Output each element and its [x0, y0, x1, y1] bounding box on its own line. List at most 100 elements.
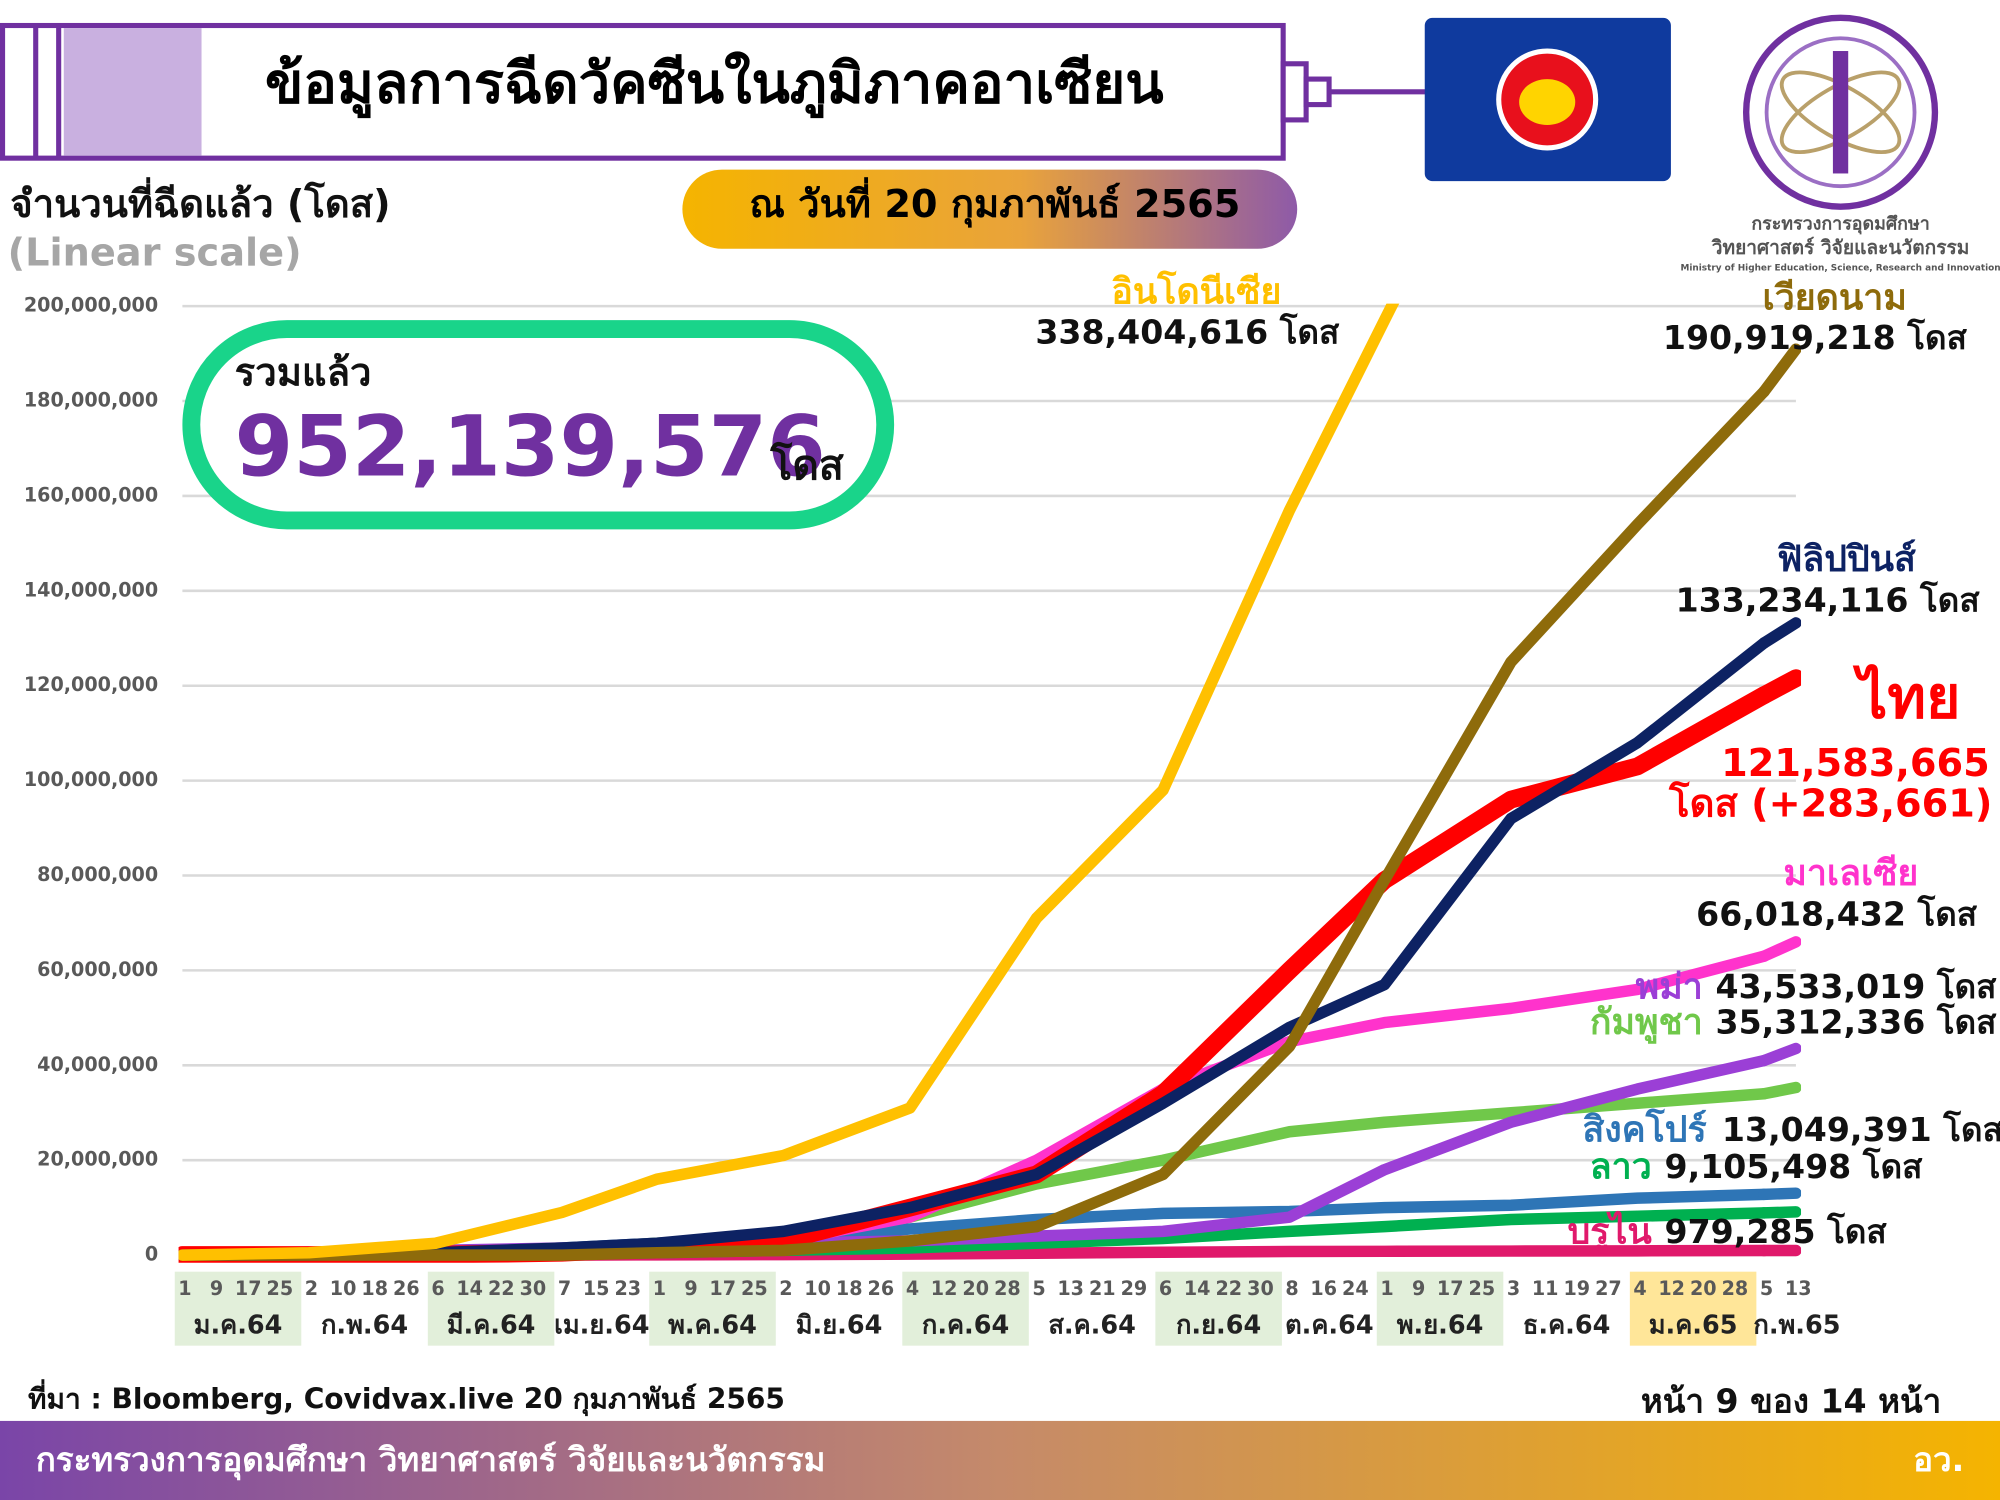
month-highlight [1629, 1271, 1757, 1346]
logo-line: กระทรวงการอุดมศึกษา [1751, 213, 1929, 234]
x-tick-label: 2 [779, 1277, 792, 1300]
x-tick-label: 10 [804, 1277, 831, 1300]
series-total: 338,404,616 โดส [1035, 313, 1340, 352]
date-pill [682, 169, 1298, 249]
x-tick-label: 20 [962, 1277, 989, 1300]
x-tick-label: 26 [393, 1277, 420, 1300]
x-tick-label: 3 [1507, 1277, 1520, 1300]
x-tick-label: 23 [614, 1277, 641, 1300]
y-tick-label: 120,000,000 [24, 673, 158, 696]
x-tick-label: 1 [653, 1277, 666, 1300]
x-tick-label: 9 [210, 1277, 223, 1300]
footer-ministry: กระทรวงการอุดมศึกษา วิทยาศาสตร์ วิจัยและ… [36, 1440, 826, 1481]
series-name: สิงคโปร์ [1583, 1107, 1707, 1150]
asean-flag [1424, 17, 1671, 182]
summary-box: รวมแล้ว 952,139,576 โดส [182, 320, 895, 530]
series-name: พม่า [1636, 967, 1703, 1008]
x-tick-label: 17 [709, 1277, 736, 1300]
x-tick-label: 24 [1342, 1277, 1369, 1300]
series-end [1758, 936, 1802, 962]
x-tick-label: 25 [1469, 1277, 1496, 1300]
month-label: พ.ค.64 [668, 1311, 757, 1341]
scale-note: (Linear scale) [8, 231, 302, 276]
x-tick-label: 18 [361, 1277, 388, 1300]
series-total: 979,285 โดส [1665, 1212, 1888, 1251]
y-tick-label: 40,000,000 [37, 1053, 158, 1076]
x-tick-label: 25 [267, 1277, 294, 1300]
y-tick-label: 60,000,000 [37, 958, 158, 981]
series-name: บรูไน [1568, 1209, 1653, 1253]
month-label: มิ.ย.64 [796, 1311, 883, 1341]
month-highlight [174, 1271, 302, 1346]
x-tick-label: 26 [868, 1277, 895, 1300]
series-end [1758, 343, 1802, 398]
grand-total: 952,139,576 [235, 398, 826, 496]
x-tick-label: 9 [1412, 1277, 1425, 1300]
y-tick-label: 140,000,000 [24, 578, 158, 601]
series-end [1758, 1042, 1802, 1067]
month-highlight [902, 1271, 1029, 1346]
series-end [1758, 1081, 1802, 1100]
x-tick-label: 5 [1032, 1277, 1045, 1300]
date: ณ วันที่ 20 กุมภาพันธ์ 2565 [749, 177, 1240, 228]
x-tick-label: 1 [178, 1277, 191, 1300]
month-highlight [1155, 1271, 1282, 1346]
y-tick-label: 200,000,000 [24, 294, 158, 317]
series-name: ลาว [1590, 1146, 1652, 1187]
y-tick-label: 80,000,000 [37, 863, 158, 886]
month-highlight [427, 1271, 555, 1346]
x-tick-label: 7 [558, 1277, 571, 1300]
series-total: 66,018,432 โดส [1696, 894, 1978, 933]
series-line [178, 637, 1770, 1261]
title: ข้อมูลการฉีดวัคซีนในภูมิภาคอาเซียน [265, 50, 1164, 118]
summary-label: รวมแล้ว [235, 351, 372, 396]
month-highlight [649, 1271, 776, 1346]
x-tick-label: 17 [235, 1277, 262, 1300]
series-name: อินโดนีเซีย [1111, 269, 1281, 312]
footer-short: อว. [1913, 1440, 1964, 1479]
month-label: ต.ค.64 [1285, 1311, 1373, 1341]
x-tick-label: 30 [1247, 1277, 1274, 1300]
x-tick-label: 4 [1633, 1277, 1646, 1300]
y-tick-label: 100,000,000 [24, 768, 158, 791]
x-tick-label: 18 [836, 1277, 863, 1300]
series-line [178, 303, 1400, 1261]
series-note: โดส (+283,661) [1668, 781, 1992, 827]
month-label: ส.ค.64 [1048, 1311, 1135, 1341]
x-tick-label: 28 [994, 1277, 1021, 1300]
x-tick-label: 16 [1310, 1277, 1337, 1300]
y-tick-label: 180,000,000 [24, 389, 158, 412]
series-total: 190,919,218 โดส [1663, 318, 1968, 357]
x-tick-label: 10 [330, 1277, 357, 1300]
x-tick-label: 8 [1285, 1277, 1298, 1300]
month-label: ธ.ค.64 [1523, 1311, 1610, 1341]
series-name: กัมพูชา [1590, 1002, 1703, 1044]
month-label: ก.พ.65 [1753, 1311, 1840, 1341]
footer-bar [0, 1420, 2000, 1500]
series-total: 43,533,019 โดส [1716, 967, 1998, 1006]
x-tick-label: 25 [741, 1277, 768, 1300]
month-label: พ.ย.64 [1397, 1311, 1484, 1341]
month-highlight [1376, 1271, 1504, 1346]
page-number: หน้า 9 ของ 14 หน้า [1641, 1382, 1941, 1421]
x-tick-label: 4 [906, 1277, 919, 1300]
series-name: ไทย [1852, 664, 1961, 732]
x-tick-label: 6 [1159, 1277, 1172, 1300]
series-lines [178, 303, 1802, 1263]
series-end [1758, 617, 1802, 649]
x-tick-label: 30 [520, 1277, 547, 1300]
series-name: ฟิลิปปินส์ [1777, 539, 1916, 580]
x-tick-label: 20 [1690, 1277, 1717, 1300]
x-tick-label: 15 [583, 1277, 610, 1300]
month-label: ก.ค.64 [922, 1311, 1009, 1341]
x-tick-label: 12 [931, 1277, 958, 1300]
x-tick-label: 6 [431, 1277, 444, 1300]
series-name: เวียดนาม [1763, 278, 1907, 319]
month-label: ก.ย.64 [1176, 1311, 1261, 1341]
ministry-logo [1742, 14, 1939, 210]
x-tick-label: 1 [1380, 1277, 1393, 1300]
y-axis-title: จำนวนที่ฉีดแล้ว (โดส) [10, 177, 390, 227]
x-tick-label: 13 [1785, 1277, 1812, 1300]
